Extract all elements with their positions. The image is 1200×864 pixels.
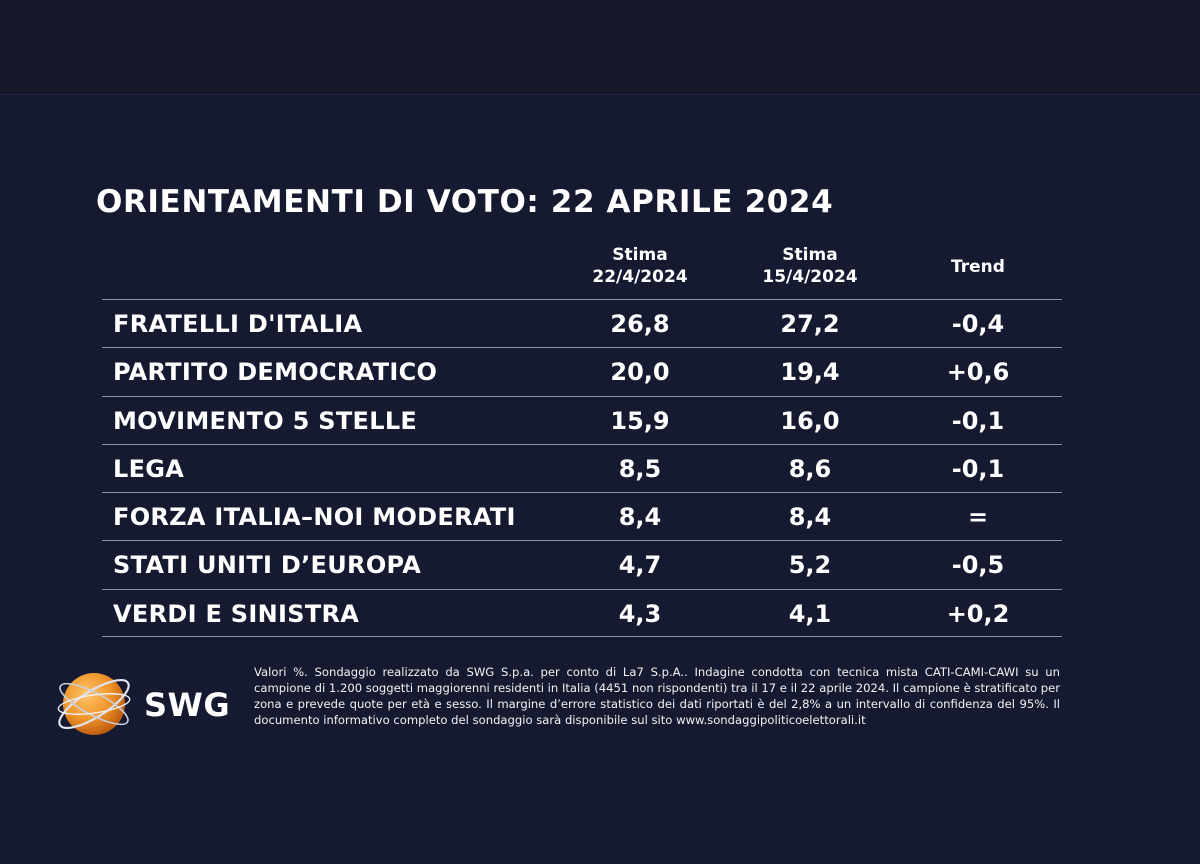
column-header-previous: Stima 15/4/2024 [736,244,884,288]
poll-table: FRATELLI D'ITALIA 26,8 27,2 -0,4 PARTITO DEM… [102,299,1062,638]
column-header-current: Stima 22/4/2024 [566,244,714,288]
swg-logo-icon [57,673,131,735]
value-previous: 19,4 [780,358,840,387]
value-trend: +0,2 [946,599,1010,628]
table-row: LEGA 8,5 8,6 -0,1 [102,443,1062,492]
table-row: PARTITO DEMOCRATICO 20,0 19,4 +0,6 [102,347,1062,395]
value-previous: 16,0 [780,406,840,435]
column-header-previous-line1: Stima [782,245,838,265]
value-trend: -0,1 [951,454,1005,483]
column-header-trend: Trend [904,256,1052,278]
column-header-current-line1: Stima [612,245,668,265]
column-header-previous-line2: 15/4/2024 [762,267,858,287]
party-name: MOVIMENTO 5 STELLE [113,406,418,435]
party-name: LEGA [113,454,185,483]
table-row: STATI UNITI D’EUROPA 4,7 5,2 -0,5 [102,540,1062,588]
column-header-current-line2: 22/4/2024 [592,267,688,287]
party-name: VERDI E SINISTRA [113,599,360,628]
value-current: 26,8 [610,310,670,338]
party-name: STATI UNITI D’EUROPA [113,551,422,580]
table-row: VERDI E SINISTRA 4,3 4,1 +0,2 [102,588,1062,638]
table-row: MOVIMENTO 5 STELLE 15,9 16,0 -0,1 [102,395,1062,444]
value-current: 4,7 [618,551,662,580]
value-previous: 8,4 [788,503,832,532]
value-previous: 27,2 [780,310,840,338]
value-current: 20,0 [610,358,670,387]
value-trend: +0,6 [946,358,1010,387]
value-current: 4,3 [618,599,662,628]
value-trend: = [967,503,989,532]
column-header-trend-label: Trend [951,257,1005,277]
value-previous: 5,2 [788,551,832,580]
top-band [0,0,1200,94]
value-current: 15,9 [610,406,670,435]
band-divider [0,94,1200,95]
party-name: FORZA ITALIA–NOI MODERATI [113,503,516,532]
value-trend: -0,1 [951,406,1005,435]
party-name: FRATELLI D'ITALIA [113,310,363,338]
value-previous: 8,6 [788,454,832,483]
chart-title: ORIENTAMENTI DI VOTO: 22 APRILE 2024 [96,184,834,220]
value-trend: -0,4 [951,310,1005,338]
party-name: PARTITO DEMOCRATICO [113,358,438,387]
swg-logo-text: SWG [144,686,231,724]
table-row: FORZA ITALIA–NOI MODERATI 8,4 8,4 = [102,492,1062,540]
value-previous: 4,1 [788,599,832,628]
value-trend: -0,5 [951,551,1005,580]
methodology-footnote: Valori %. Sondaggio realizzato da SWG S.… [254,665,1060,727]
value-current: 8,5 [618,454,662,483]
value-current: 8,4 [618,503,662,532]
table-row: FRATELLI D'ITALIA 26,8 27,2 -0,4 [102,299,1062,347]
